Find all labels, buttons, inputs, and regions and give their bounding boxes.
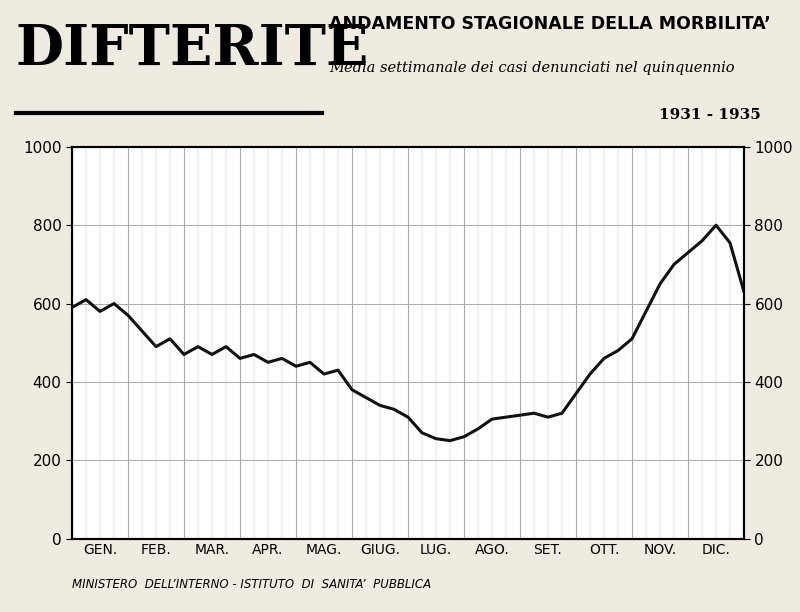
Text: Media settimanale dei casi denunciati nel quinquennio: Media settimanale dei casi denunciati ne… [330, 61, 735, 75]
Text: MINISTERO  DELL’INTERNO - ISTITUTO  DI  SANITA’  PUBBLICA: MINISTERO DELL’INTERNO - ISTITUTO DI SAN… [72, 578, 431, 591]
Text: ANDAMENTO STAGIONALE DELLA MORBILITA’: ANDAMENTO STAGIONALE DELLA MORBILITA’ [330, 15, 771, 32]
Text: 1931 - 1935: 1931 - 1935 [658, 108, 761, 122]
Text: DIFTERITE: DIFTERITE [16, 22, 370, 77]
